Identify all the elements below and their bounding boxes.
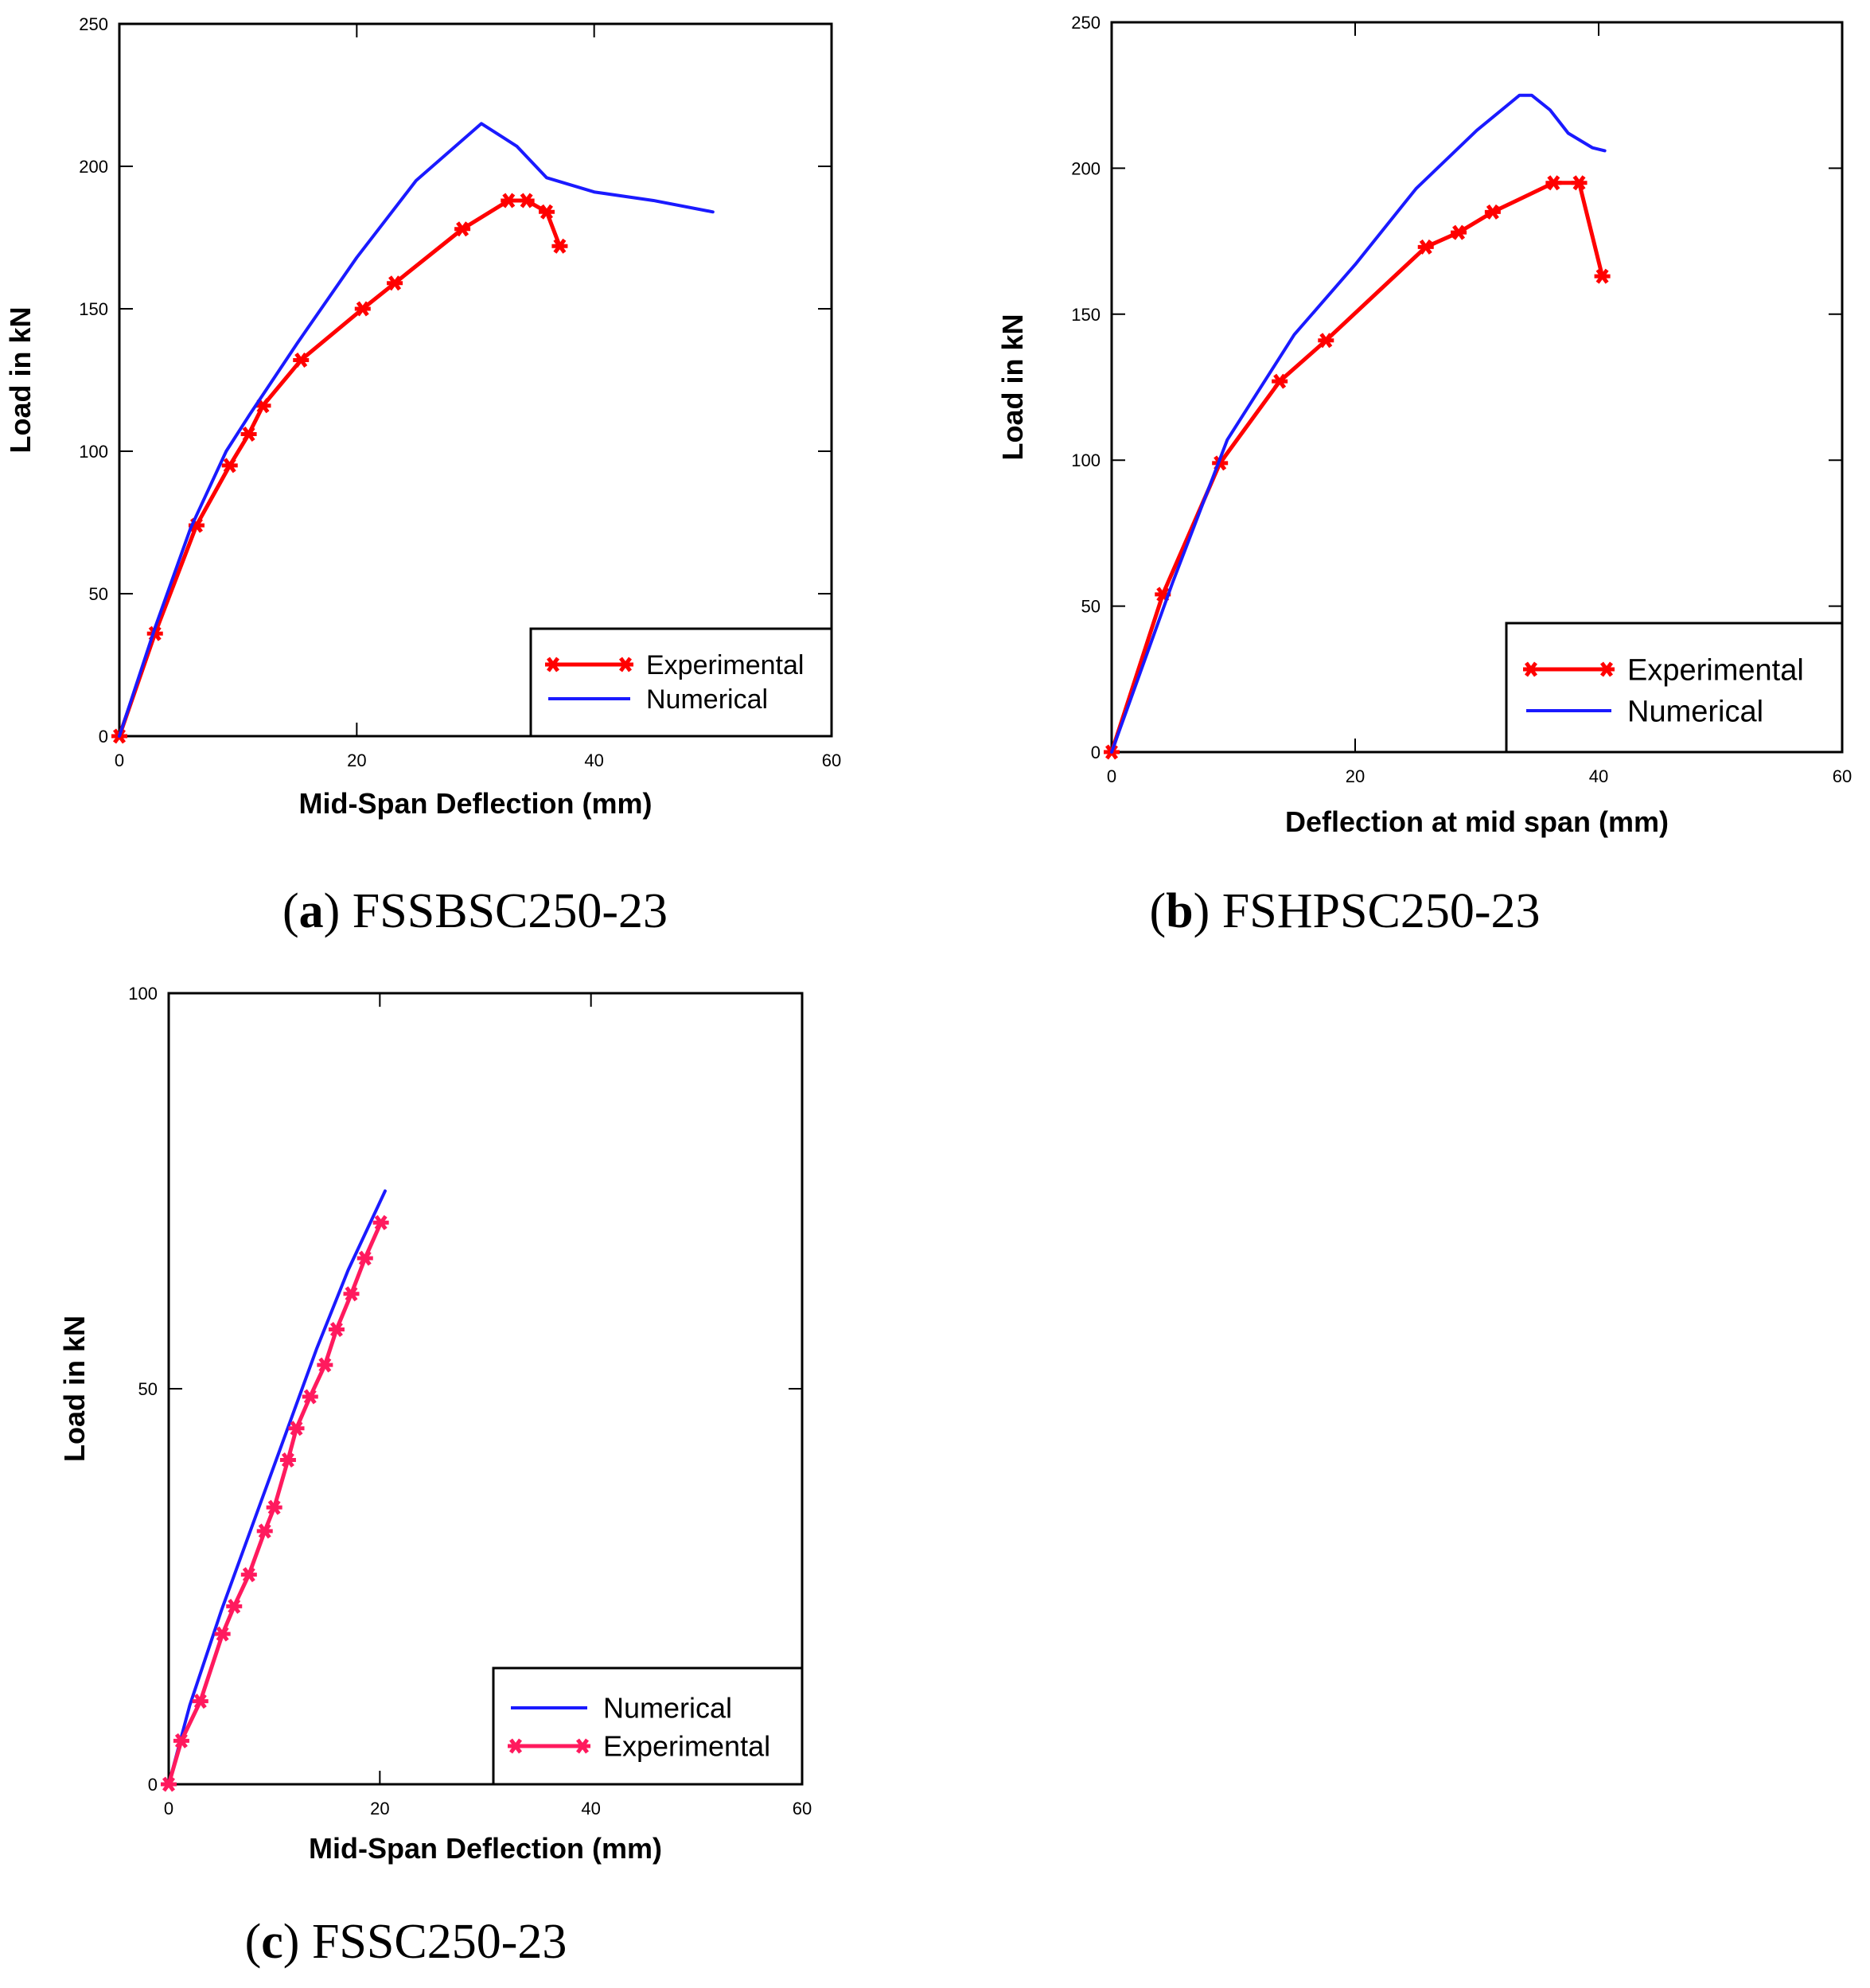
caption-paren-open: ( bbox=[282, 884, 299, 938]
experimental-data-point bbox=[1272, 375, 1288, 388]
y-tick-label: 250 bbox=[1071, 13, 1101, 33]
y-axis-label: Load in kN bbox=[58, 1316, 91, 1462]
plot-frame bbox=[1110, 21, 1844, 754]
panel-caption: (c) FSSC250-23 bbox=[245, 1915, 567, 1969]
x-tick-label: 40 bbox=[1589, 766, 1608, 786]
legend-label-experimental: Experimental bbox=[603, 1730, 770, 1763]
caption-letter: c bbox=[261, 1915, 283, 1969]
caption-text: FSSC250-23 bbox=[312, 1915, 567, 1969]
y-tick-label: 100 bbox=[128, 984, 158, 1004]
x-tick-label: 0 bbox=[164, 1799, 173, 1818]
caption-paren-open: ( bbox=[245, 1915, 262, 1969]
plot-frame bbox=[118, 22, 833, 738]
plot-frame bbox=[167, 992, 804, 1786]
experimental-data-point bbox=[1418, 240, 1434, 253]
y-tick-label: 50 bbox=[89, 584, 108, 604]
y-tick-label: 0 bbox=[99, 727, 108, 746]
y-tick-label: 0 bbox=[148, 1775, 158, 1795]
x-tick-label: 60 bbox=[793, 1799, 812, 1818]
y-axis-label: Load in kN bbox=[4, 306, 37, 453]
legend-label-numerical: Numerical bbox=[603, 1692, 732, 1725]
legend-box bbox=[529, 627, 833, 738]
y-axis-label: Load in kN bbox=[996, 314, 1029, 460]
caption-text: FSSBSC250-23 bbox=[353, 884, 668, 938]
x-axis-label: Deflection at mid span (mm) bbox=[1285, 805, 1669, 838]
panel-caption: (b) FSHPSC250-23 bbox=[1150, 884, 1541, 938]
numerical-series-line bbox=[167, 1189, 387, 1786]
chart-panel-b: 0 20 40 60 0 50 100 150 200 250 Deflection at mid … bbox=[996, 13, 1852, 938]
experimental-data-point bbox=[1545, 177, 1561, 189]
x-axis-label: Mid-Span Deflection (mm) bbox=[309, 1832, 662, 1865]
legend-label-numerical: Numerical bbox=[1627, 695, 1763, 728]
x-tick-label: 20 bbox=[1346, 766, 1365, 786]
legend-box bbox=[1505, 622, 1844, 754]
x-tick-label: 40 bbox=[584, 750, 603, 770]
numerical-series-line bbox=[118, 122, 715, 738]
caption-letter: b bbox=[1166, 884, 1193, 938]
experimental-data-point bbox=[1485, 205, 1501, 218]
chart-panel-c: 0 20 40 60 0 50 100 Mid-Span Deflection (mm) Loa… bbox=[58, 984, 812, 1969]
legend-label-experimental: Experimental bbox=[1627, 653, 1804, 687]
caption-paren-close: ) bbox=[1194, 884, 1222, 938]
legend-label-numerical: Numerical bbox=[646, 684, 768, 715]
numerical-series-line bbox=[1110, 93, 1607, 754]
panel-caption: (a) FSSBSC250-23 bbox=[282, 884, 668, 938]
caption-paren-close: ) bbox=[324, 884, 353, 938]
caption-paren-close: ) bbox=[283, 1915, 312, 1969]
y-tick-label: 50 bbox=[1081, 597, 1101, 617]
y-tick-label: 100 bbox=[79, 442, 108, 462]
x-tick-label: 60 bbox=[1833, 766, 1852, 786]
y-tick-label: 50 bbox=[138, 1379, 158, 1399]
experimental-data-point bbox=[501, 194, 516, 207]
x-tick-label: 20 bbox=[347, 750, 366, 770]
experimental-data-point bbox=[1451, 226, 1467, 239]
caption-paren-open: ( bbox=[1150, 884, 1167, 938]
x-axis-label: Mid-Span Deflection (mm) bbox=[298, 787, 652, 820]
experimental-data-point bbox=[454, 223, 470, 236]
y-tick-label: 150 bbox=[1071, 305, 1101, 325]
x-tick-label: 40 bbox=[581, 1799, 600, 1818]
x-tick-label: 0 bbox=[1107, 766, 1116, 786]
legend-label-experimental: Experimental bbox=[646, 650, 804, 680]
experimental-data-point bbox=[519, 194, 535, 207]
x-tick-label: 20 bbox=[370, 1799, 389, 1818]
y-tick-label: 250 bbox=[79, 14, 108, 34]
chart-panel-a: 0 20 40 60 0 50 100 150 200 250 Mid-Span Deflectio… bbox=[4, 14, 841, 938]
legend-box bbox=[492, 1666, 804, 1786]
x-tick-label: 0 bbox=[115, 750, 124, 770]
y-tick-label: 100 bbox=[1071, 450, 1101, 470]
experimental-data-point bbox=[355, 302, 371, 315]
experimental-data-point bbox=[387, 277, 403, 290]
y-tick-label: 150 bbox=[79, 299, 108, 319]
caption-text: FSHPSC250-23 bbox=[1222, 884, 1541, 938]
experimental-data-point bbox=[293, 353, 309, 366]
experimental-data-point bbox=[222, 459, 238, 472]
y-tick-label: 200 bbox=[79, 157, 108, 177]
x-tick-label: 60 bbox=[822, 750, 841, 770]
experimental-data-point bbox=[241, 428, 257, 441]
experimental-series-line bbox=[166, 1220, 384, 1787]
caption-letter: a bbox=[299, 884, 324, 938]
y-tick-label: 200 bbox=[1071, 158, 1101, 178]
y-tick-label: 0 bbox=[1091, 743, 1101, 762]
experimental-data-point bbox=[1318, 334, 1334, 347]
